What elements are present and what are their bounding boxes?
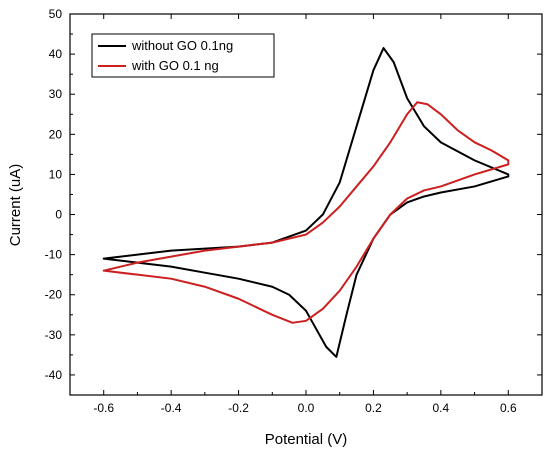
legend-box [91, 33, 275, 78]
y-tick-label: -40 [45, 368, 63, 382]
y-tick-label: -20 [45, 288, 63, 302]
x-tick-label: 0.4 [433, 401, 450, 415]
x-tick-label: 0.6 [500, 401, 517, 415]
x-tick-label: -0.4 [161, 401, 182, 415]
y-tick-label: 50 [49, 7, 63, 21]
y-tick-label: -30 [45, 328, 63, 342]
y-axis-label: Current (uA) [7, 164, 24, 247]
y-tick-label: -10 [45, 248, 63, 262]
tick-layer: -0.6 -0.4 -0.2 0.0 0.2 0.4 0.6 -40 -30 -20 -10 0 10 2… [45, 7, 543, 415]
x-tick-label: 0.2 [365, 401, 382, 415]
series-line-with-go [102, 101, 510, 324]
x-tick-label: -0.2 [228, 401, 249, 415]
series-line-without-go [102, 47, 510, 358]
legend: without GO 0.1ng with GO 0.1 ng [91, 33, 275, 78]
y-tick-label: 0 [55, 208, 62, 222]
series-layer [102, 47, 510, 358]
legend-label-without-go: without GO 0.1ng [131, 38, 233, 53]
legend-label-with-go: with GO 0.1 ng [131, 58, 219, 73]
y-tick-label: 20 [49, 127, 63, 141]
x-axis-label: Potential (V) [265, 431, 348, 448]
x-tick-label: -0.6 [93, 401, 114, 415]
y-tick-label: 40 [49, 47, 63, 61]
y-tick-label: 10 [49, 167, 63, 181]
y-tick-label: 30 [49, 87, 63, 101]
x-tick-label: 0.0 [298, 401, 315, 415]
